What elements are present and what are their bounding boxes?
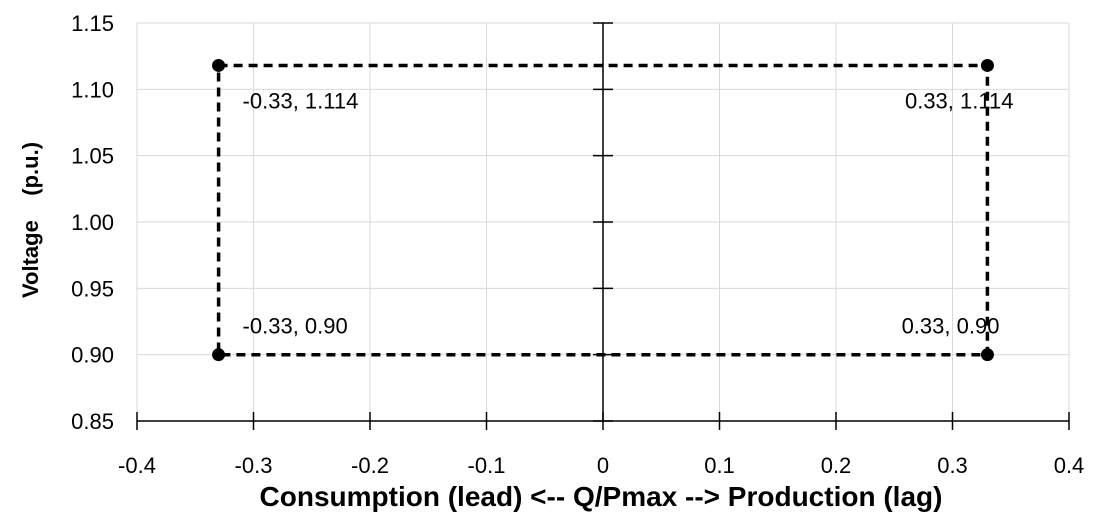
data-point — [980, 348, 994, 362]
data-series — [212, 58, 994, 362]
y-tick-label: 1.10 — [71, 77, 114, 102]
x-tick-label: -0.1 — [468, 453, 506, 478]
tick-labels: 0.85 0.90 0.95 1.00 1.05 1.10 1.15 -0.4 -0.3 -0.2… — [71, 11, 1084, 478]
y-axis-title: Voltage (p.u.) — [18, 142, 43, 298]
x-tick-label: 0 — [597, 453, 609, 478]
y-tick-label: 1.05 — [71, 144, 114, 169]
x-tick-label: 0.3 — [937, 453, 968, 478]
data-label: 0.33, 0.90 — [902, 314, 1000, 339]
y-tick-label: 1.15 — [71, 11, 114, 36]
y-tick-label: 0.90 — [71, 343, 114, 368]
y-tick-label: 0.95 — [71, 276, 114, 301]
data-label: -0.33, 0.90 — [243, 314, 348, 339]
x-tick-label: -0.4 — [118, 453, 156, 478]
y-tick-label: 0.85 — [71, 409, 114, 434]
x-tick-label: -0.2 — [351, 453, 389, 478]
x-tick-label: 0.4 — [1054, 453, 1085, 478]
x-tick-label: 0.2 — [821, 453, 852, 478]
x-tick-label: 0.1 — [704, 453, 735, 478]
x-tick-label: -0.3 — [235, 453, 273, 478]
data-label: 0.33, 1.114 — [905, 88, 1013, 113]
data-point — [212, 348, 226, 362]
y-tick-label: 1.00 — [71, 210, 114, 235]
data-label: -0.33, 1.114 — [243, 88, 359, 113]
axes — [136, 22, 1070, 430]
data-point — [980, 58, 994, 72]
point-labels: -0.33, 1.114 0.33, 1.114 0.33, 0.90 -0.33, … — [243, 88, 1014, 338]
data-point — [212, 58, 226, 72]
x-axis-title: Consumption (lead) <-- Q/Pmax --> Produc… — [260, 481, 943, 512]
